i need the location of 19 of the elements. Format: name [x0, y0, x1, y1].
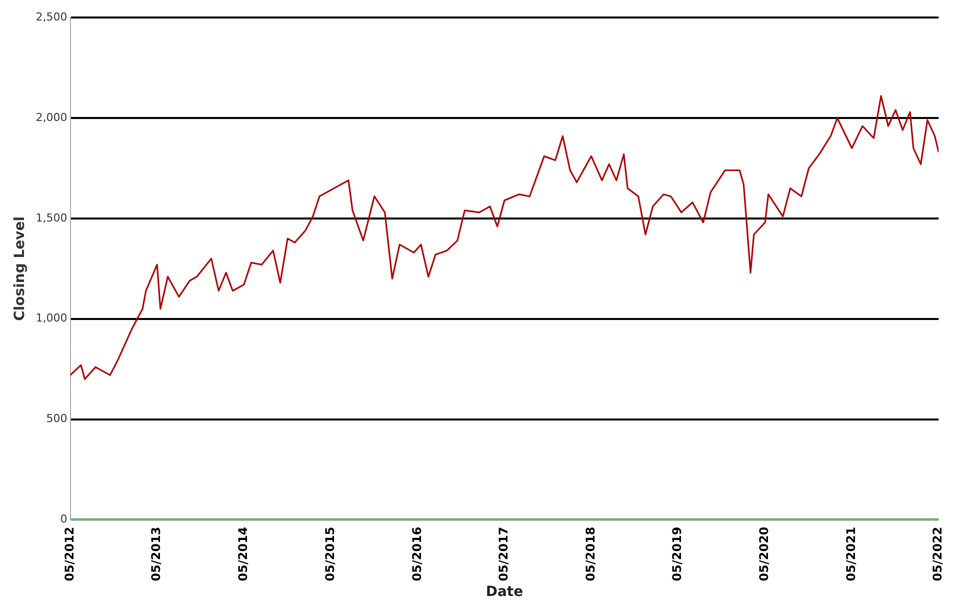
- x-tick-label: 05/2016: [410, 526, 424, 582]
- x-tick-label: 05/2018: [583, 526, 598, 582]
- y-tick-label: 2,500: [36, 10, 68, 24]
- y-tick-label: 1,000: [36, 312, 68, 325]
- y-tick-label: 2,000: [36, 110, 68, 124]
- y-tick-label: 500: [46, 412, 68, 426]
- y-axis-title: Closing Level: [12, 216, 28, 321]
- x-axis-title: Date: [486, 584, 524, 600]
- y-tick-label: 0: [60, 512, 68, 526]
- x-tick-label: 05/2015: [322, 526, 337, 582]
- x-tick-label: 05/2013: [149, 526, 164, 582]
- x-tick-label: 05/2022: [930, 526, 945, 582]
- x-tick-label: 05/2021: [844, 526, 858, 582]
- x-tick-label: 05/2019: [670, 526, 684, 582]
- x-tick-label: 05/2014: [236, 526, 250, 582]
- x-tick-label: 05/2012: [62, 526, 76, 582]
- y-tick-label: 1,500: [36, 211, 68, 224]
- x-tick-label: 05/2017: [496, 526, 511, 582]
- x-tick-label: 05/2020: [757, 526, 772, 582]
